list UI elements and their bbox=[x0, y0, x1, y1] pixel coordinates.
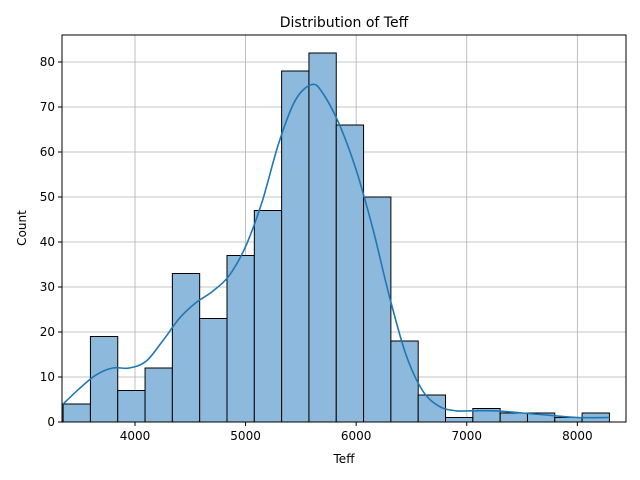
histogram-bar bbox=[253, 210, 283, 423]
y-tick-label: 50 bbox=[40, 190, 55, 204]
histogram-bar bbox=[417, 394, 447, 423]
chart-title: Distribution of Teff bbox=[280, 15, 409, 31]
histogram-bar bbox=[171, 273, 201, 423]
y-tick-label: 60 bbox=[40, 145, 55, 159]
y-tick-label: 20 bbox=[40, 325, 55, 339]
x-tick-label: 4000 bbox=[120, 429, 151, 443]
y-tick-label: 80 bbox=[40, 55, 55, 69]
histogram-bar bbox=[445, 417, 474, 423]
x-tick-label: 7000 bbox=[451, 429, 482, 443]
y-tick-label: 70 bbox=[40, 100, 55, 114]
x-tick-label: 6000 bbox=[341, 429, 372, 443]
histogram-bar bbox=[89, 336, 119, 423]
histogram-bar bbox=[499, 412, 528, 423]
y-axis-ticks: 0 10 20 30 40 50 60 70 80 bbox=[40, 55, 62, 429]
x-axis-label: Teff bbox=[333, 452, 356, 466]
histogram-bar bbox=[226, 255, 255, 423]
histogram-bar bbox=[199, 318, 228, 423]
plot-frame bbox=[61, 34, 627, 423]
x-tick-label: 8000 bbox=[562, 429, 593, 443]
y-axis-label: Count bbox=[15, 210, 29, 246]
kde-curve bbox=[62, 83, 610, 419]
histogram-bar bbox=[335, 124, 365, 423]
histogram-bar bbox=[144, 367, 173, 423]
y-tick-label: 10 bbox=[40, 370, 55, 384]
histogram-bar bbox=[62, 403, 91, 423]
histogram-bar bbox=[117, 390, 146, 423]
histogram-bar bbox=[390, 340, 419, 423]
histogram-bars bbox=[62, 52, 610, 423]
histogram-bar bbox=[363, 196, 392, 423]
x-axis-ticks: 4000 5000 6000 7000 8000 bbox=[120, 422, 593, 443]
y-tick-label: 0 bbox=[47, 415, 55, 429]
y-tick-label: 30 bbox=[40, 280, 55, 294]
y-tick-label: 40 bbox=[40, 235, 55, 249]
x-tick-label: 5000 bbox=[230, 429, 261, 443]
